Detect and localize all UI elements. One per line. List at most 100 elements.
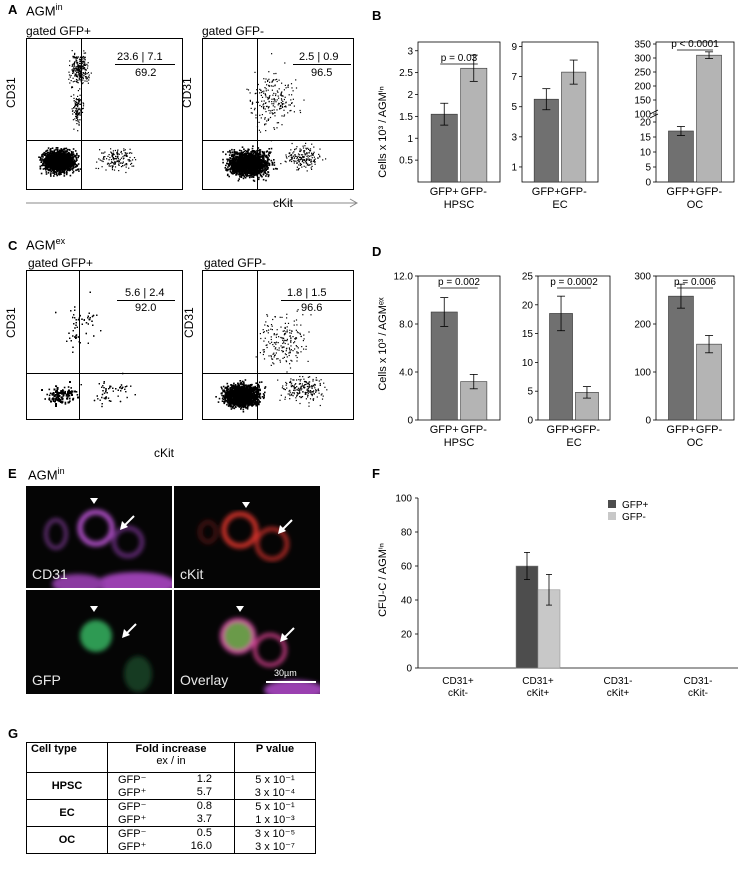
fold-line: GFP⁺ 5.7 [118,786,212,799]
bar [668,130,694,183]
tick-label: 2.5 [399,68,413,79]
tick-label: 0 [527,416,533,427]
arrow-icon [278,525,286,534]
cell-type: OC [26,826,108,854]
panel-e-group: AGMin [28,466,65,483]
tick-label: 250 [634,68,651,79]
category-label: GFP+ [430,424,459,436]
bar [460,67,488,183]
tick-label: 15 [522,329,534,340]
y-axis-label: Cells x 10³ / AGMᵉˣ [377,297,389,391]
p-value: p = 0.0002 [550,277,598,288]
tick-label: 9 [511,42,517,53]
quadrant-values-bottom: 96.5 [311,67,333,79]
tick-label: 8.0 [399,320,413,331]
plot-frame [417,41,501,183]
subplot-D-HPSC: 0 4.0 8.0 12.0 GFP+ GFP-HPSC p = 0.002 [394,272,501,449]
quadrant-values-top: 2.5 | 0.9 [299,51,339,63]
header-fold: Fold increase ex / in [107,742,235,773]
image-label: GFP [32,672,61,688]
micrograph-cd31: CD31 [26,486,172,588]
flow-plot-a1: 23.6 | 7.1 69.2 [26,38,183,190]
arrowhead-icon [90,606,98,612]
tick-label: 100 [634,110,651,121]
legend-label: GFP+ [622,500,649,511]
y-axis-label: CD31 [180,77,194,108]
tick-label: 5 [527,387,533,398]
subplot-B-EC: 1 3 5 7 9 GFP+ GFP-EC [511,41,599,211]
tick-label: 300 [634,272,651,283]
fold-increase-table: Cell type Fold increase ex / in P value H… [26,742,316,854]
panel-c-group: AGMex [26,236,66,253]
category-label: GFP- [561,186,588,198]
y-axis-label: CD31 [4,77,18,108]
fold-line: GFP⁺ 3.7 [118,813,212,826]
category-label: CD31- [684,676,713,687]
pvalue-line: 3 x 10⁻⁵ [254,828,296,840]
tick-label: 7 [511,72,517,83]
tick-label: 15 [640,133,652,144]
panel-label-d: D [372,244,382,259]
tick-label: 25 [522,272,534,283]
category-label: GFP+ [532,186,561,198]
fold-cell: GFP⁻ 0.8 GFP⁺ 3.7 [107,799,235,827]
pvalue-cell: 5 x 10⁻¹ 1 x 10⁻³ [234,799,316,827]
tick-label: 40 [401,596,413,607]
arrowhead-icon [90,498,98,504]
y-axis-label: Cells x 10³ / AGMⁱⁿ [377,86,389,178]
tick-label: 5 [511,102,517,113]
tick-label: 80 [401,528,413,539]
dot-cloud [215,309,328,413]
tick-label: 200 [634,82,651,93]
image-label: Overlay [180,672,229,688]
x-axis-label: cKit [273,196,294,210]
table-row: EC GFP⁻ 0.8 GFP⁺ 3.7 5 x 10⁻¹ 1 x 10⁻³ [26,799,316,827]
tick-label: 5 [645,163,651,174]
tick-label: 300 [634,54,651,65]
category-label: GFP+ [547,424,576,436]
category-label: CD31- [604,676,633,687]
category-label: CD31+ [442,676,474,687]
tick-label: 20 [640,118,652,129]
tick-label: 3 [407,46,413,57]
p-value: p = 0.03 [441,53,478,64]
category-label: GFP- [696,424,723,436]
fold-line: GFP⁻ 0.8 [118,800,212,813]
plot-frame [537,275,611,421]
bar [561,71,587,183]
pvalue-line: 1 x 10⁻³ [255,814,295,826]
header-cell-type: Cell type [26,742,108,773]
tick-label: 3 [511,132,517,143]
tick-label: 2 [407,90,413,101]
cell-type: HPSC [26,772,108,800]
quadrant-values-top: 1.8 | 1.5 [287,287,327,299]
pvalue-line: 3 x 10⁻⁴ [254,787,296,799]
x-axis-arrow [26,198,359,208]
tick-label: 200 [634,320,651,331]
scale-label: 30µm [274,668,297,678]
group-label: EC [552,199,567,211]
axis-break [649,109,659,119]
header-pvalue: P value [234,742,316,773]
group-label: HPSC [444,437,475,449]
panel-c-title-1: gated GFP+ [28,256,94,270]
x-axis-label: cKit [154,446,175,460]
plot-frame [655,41,735,183]
arrow-icon [280,633,288,642]
category-label: GFP- [461,424,488,436]
tick-label: 12.0 [394,272,414,283]
panel-a-group: AGMin [26,2,63,19]
fold-line: GFP⁻ 1.2 [118,773,212,786]
legend-swatch [608,500,616,508]
tick-label: 10 [522,358,534,369]
subplot-D-OC: 0 100 200 300 GFP+ GFP-OC p = 0.006 [634,272,735,449]
arrowhead-icon [236,606,244,612]
plot-frame [655,275,735,421]
tick-label: 10 [640,148,652,159]
pvalue-cell: 3 x 10⁻⁵ 3 x 10⁻⁷ [234,826,316,854]
micrograph-ckit: cKit [174,486,320,588]
tick-label: 1 [407,134,413,145]
panel-label-g: G [8,726,19,741]
category-label: GFP- [696,186,723,198]
